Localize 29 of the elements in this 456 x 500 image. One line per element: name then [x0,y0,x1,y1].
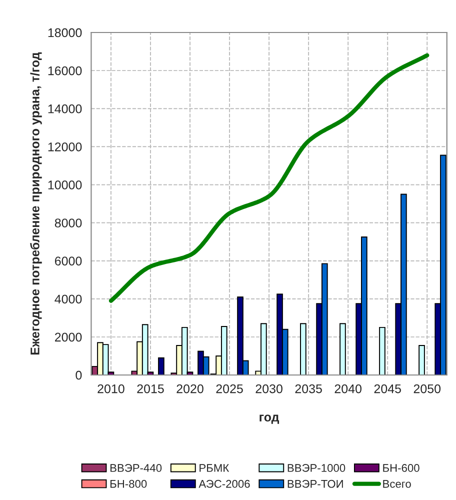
legend-label: ВВЭР-440 [110,464,162,472]
x-tick-label: 2050 [414,384,441,394]
legend-label: БН-600 [383,464,420,472]
x-tick-label: 2025 [216,384,243,394]
y-tick-label: 14000 [48,104,82,114]
y-tick-label: 12000 [48,142,82,152]
y-tick-label: 10000 [48,180,82,190]
x-tick-label: 2040 [334,384,362,394]
y-tick-label: 0 [76,370,82,380]
y-axis-title: Ежегодное потребление природного урана, т/год [30,52,42,355]
x-axis-title: год [260,414,280,424]
y-tick-label: 18000 [48,28,82,38]
y-tick-label: 16000 [48,66,82,76]
x-tick-label: 2045 [374,384,401,394]
y-tick-label: 2000 [54,332,82,342]
legend-label: Всего [383,480,411,488]
legend-label: АЭС-2006 [198,480,250,488]
y-tick-label: 8000 [54,218,82,228]
y-tick-label: 4000 [54,294,82,304]
legend-label: ВВЭР-1000 [288,464,346,472]
legend-label: БН-800 [110,480,147,488]
legend-label: ВВЭР-ТОИ [288,480,343,488]
x-tick-label: 2020 [176,384,204,394]
x-tick-label: 2015 [137,384,164,394]
x-tick-label: 2010 [98,384,124,394]
x-tick-label: 2035 [295,384,322,394]
x-tick-label: 2030 [256,384,282,394]
legend-label: РБМК [200,464,230,472]
y-tick-label: 6000 [55,256,82,266]
